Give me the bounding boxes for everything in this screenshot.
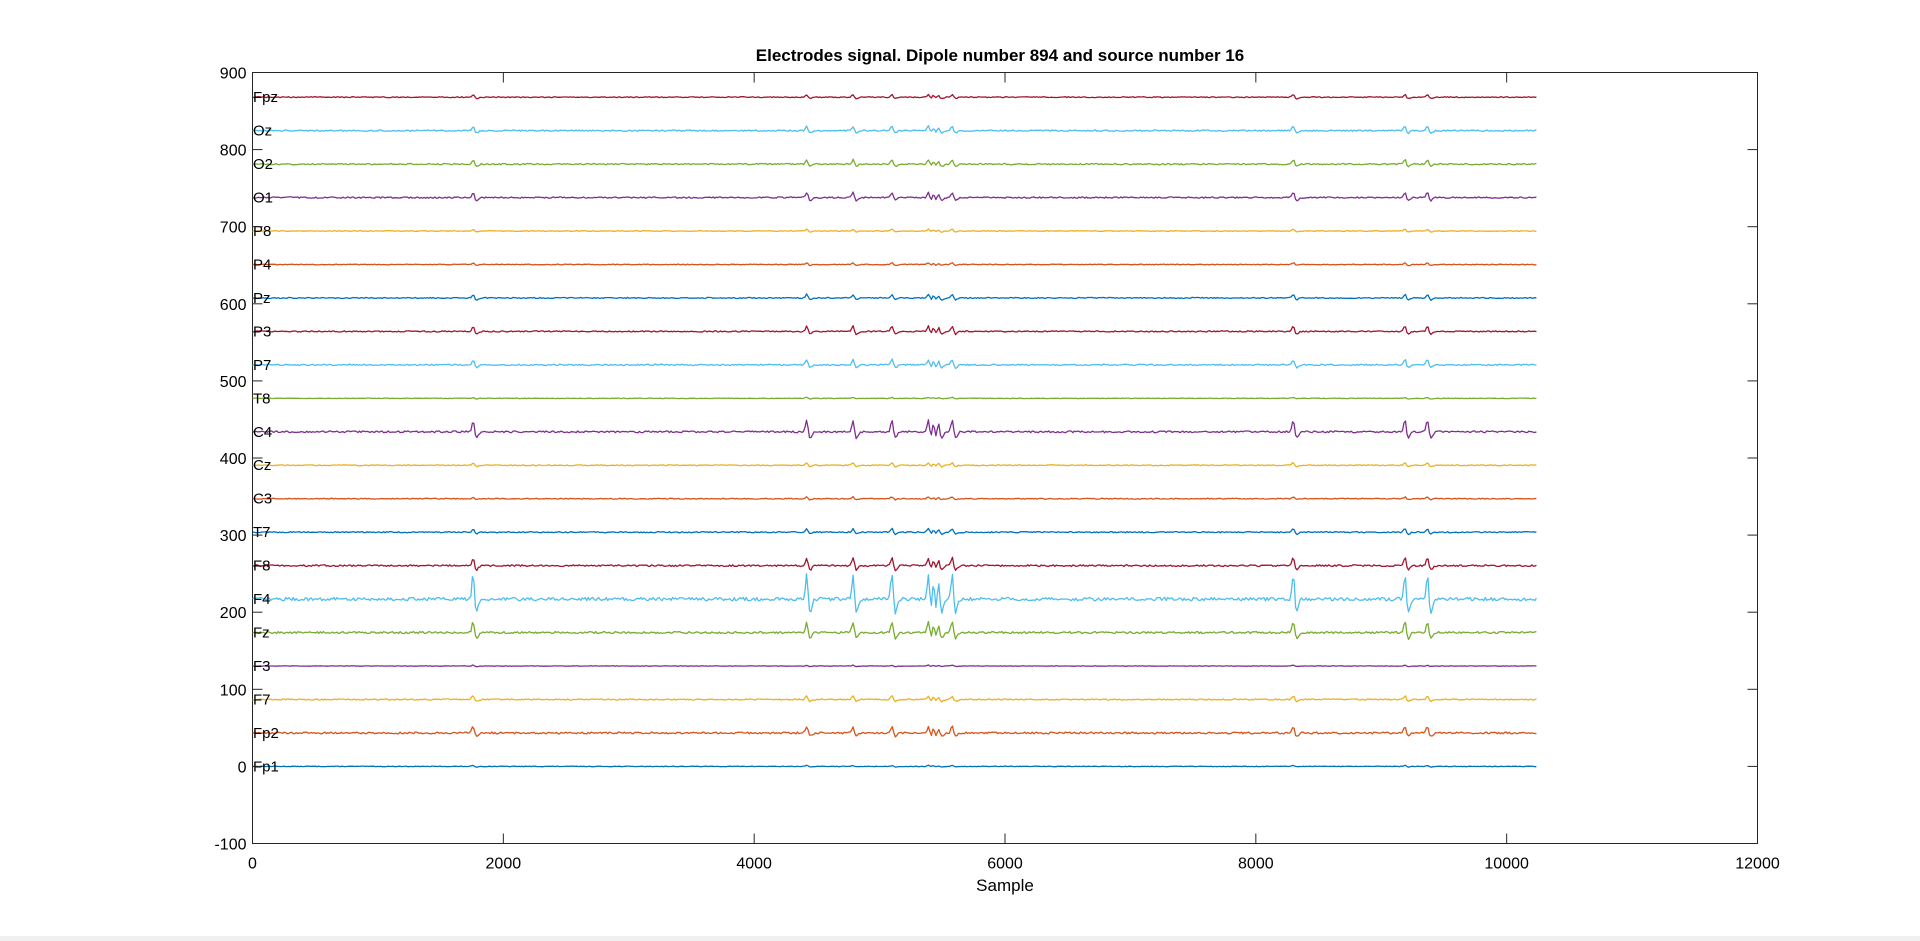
trace-pz <box>252 293 1537 301</box>
channel-label-p4: P4 <box>253 256 271 273</box>
y-tick-label: -100 <box>214 837 246 854</box>
channel-label-p8: P8 <box>253 223 271 240</box>
chart-title: Electrodes signal. Dipole number 894 and… <box>756 46 1244 65</box>
channel-label-o2: O2 <box>253 156 273 173</box>
y-tick-label: 400 <box>220 451 247 468</box>
trace-oz <box>252 125 1537 135</box>
trace-fpz <box>252 93 1537 100</box>
y-tick-label: 600 <box>220 297 247 314</box>
x-tick-label: 12000 <box>1735 856 1780 873</box>
trace-fz <box>252 620 1537 641</box>
y-tick-label: 0 <box>238 759 247 776</box>
channel-label-c4: C4 <box>253 424 272 441</box>
channel-label-pz: Pz <box>253 290 271 307</box>
channel-label-cz: Cz <box>253 457 271 474</box>
y-tick-label: 700 <box>220 220 247 237</box>
channel-labels: Fp1 Fp2 F7 F3 Fz F4 F8 T7 C3 Cz C4 T8 P7 P3 Pz P4 P8 O1 O2… <box>253 89 279 775</box>
trace-f3 <box>252 664 1537 668</box>
x-axis-title: Sample <box>976 876 1034 895</box>
x-tick-label: 4000 <box>736 856 772 873</box>
y-tick-label: 800 <box>220 143 247 160</box>
y-tick-label: 300 <box>220 528 247 545</box>
trace-t8 <box>252 396 1537 400</box>
trace-fp1 <box>252 764 1537 768</box>
channel-label-p7: P7 <box>253 357 271 374</box>
channel-label-fp1: Fp1 <box>253 758 279 775</box>
x-tick-label: 10000 <box>1484 856 1529 873</box>
trace-o1 <box>252 191 1537 202</box>
trace-p4 <box>252 262 1537 267</box>
channel-label-f7: F7 <box>253 691 271 708</box>
trace-f7 <box>252 695 1537 703</box>
x-tick-label: 8000 <box>1238 856 1274 873</box>
trace-f4 <box>252 573 1537 615</box>
channel-label-fpz: Fpz <box>253 89 278 106</box>
channel-label-p3: P3 <box>253 323 271 340</box>
y-tick-label: 500 <box>220 374 247 391</box>
trace-fp2 <box>252 725 1537 738</box>
x-tick-label: 0 <box>248 856 257 873</box>
trace-p3 <box>252 325 1537 336</box>
y-tick-label: 100 <box>220 682 247 699</box>
plot-area <box>252 72 1758 844</box>
channel-label-c3: C3 <box>253 491 272 508</box>
trace-c3 <box>252 495 1537 501</box>
x-tick-label: 6000 <box>987 856 1023 873</box>
trace-o2 <box>252 158 1537 168</box>
channel-label-f8: F8 <box>253 558 271 575</box>
channel-label-t7: T7 <box>253 524 271 541</box>
trace-f8 <box>252 556 1537 572</box>
signal-traces <box>252 93 1537 768</box>
channel-label-f3: F3 <box>253 658 271 675</box>
trace-c4 <box>252 419 1537 440</box>
x-tick-label: 2000 <box>486 856 522 873</box>
channel-label-fz: Fz <box>253 625 270 642</box>
trace-p8 <box>252 228 1537 233</box>
channel-label-f4: F4 <box>253 591 271 608</box>
channel-label-o1: O1 <box>253 190 273 207</box>
trace-cz <box>252 461 1537 468</box>
y-tick-label: 200 <box>220 605 247 622</box>
axis-ticks: 0 2000 4000 6000 8000 10000 12000-100010020030… <box>214 66 1779 873</box>
channel-label-oz: Oz <box>253 123 272 140</box>
trace-t7 <box>252 527 1537 536</box>
channel-label-t8: T8 <box>253 390 271 407</box>
y-tick-label: 900 <box>220 66 247 83</box>
trace-p7 <box>252 358 1537 370</box>
channel-label-fp2: Fp2 <box>253 725 279 742</box>
